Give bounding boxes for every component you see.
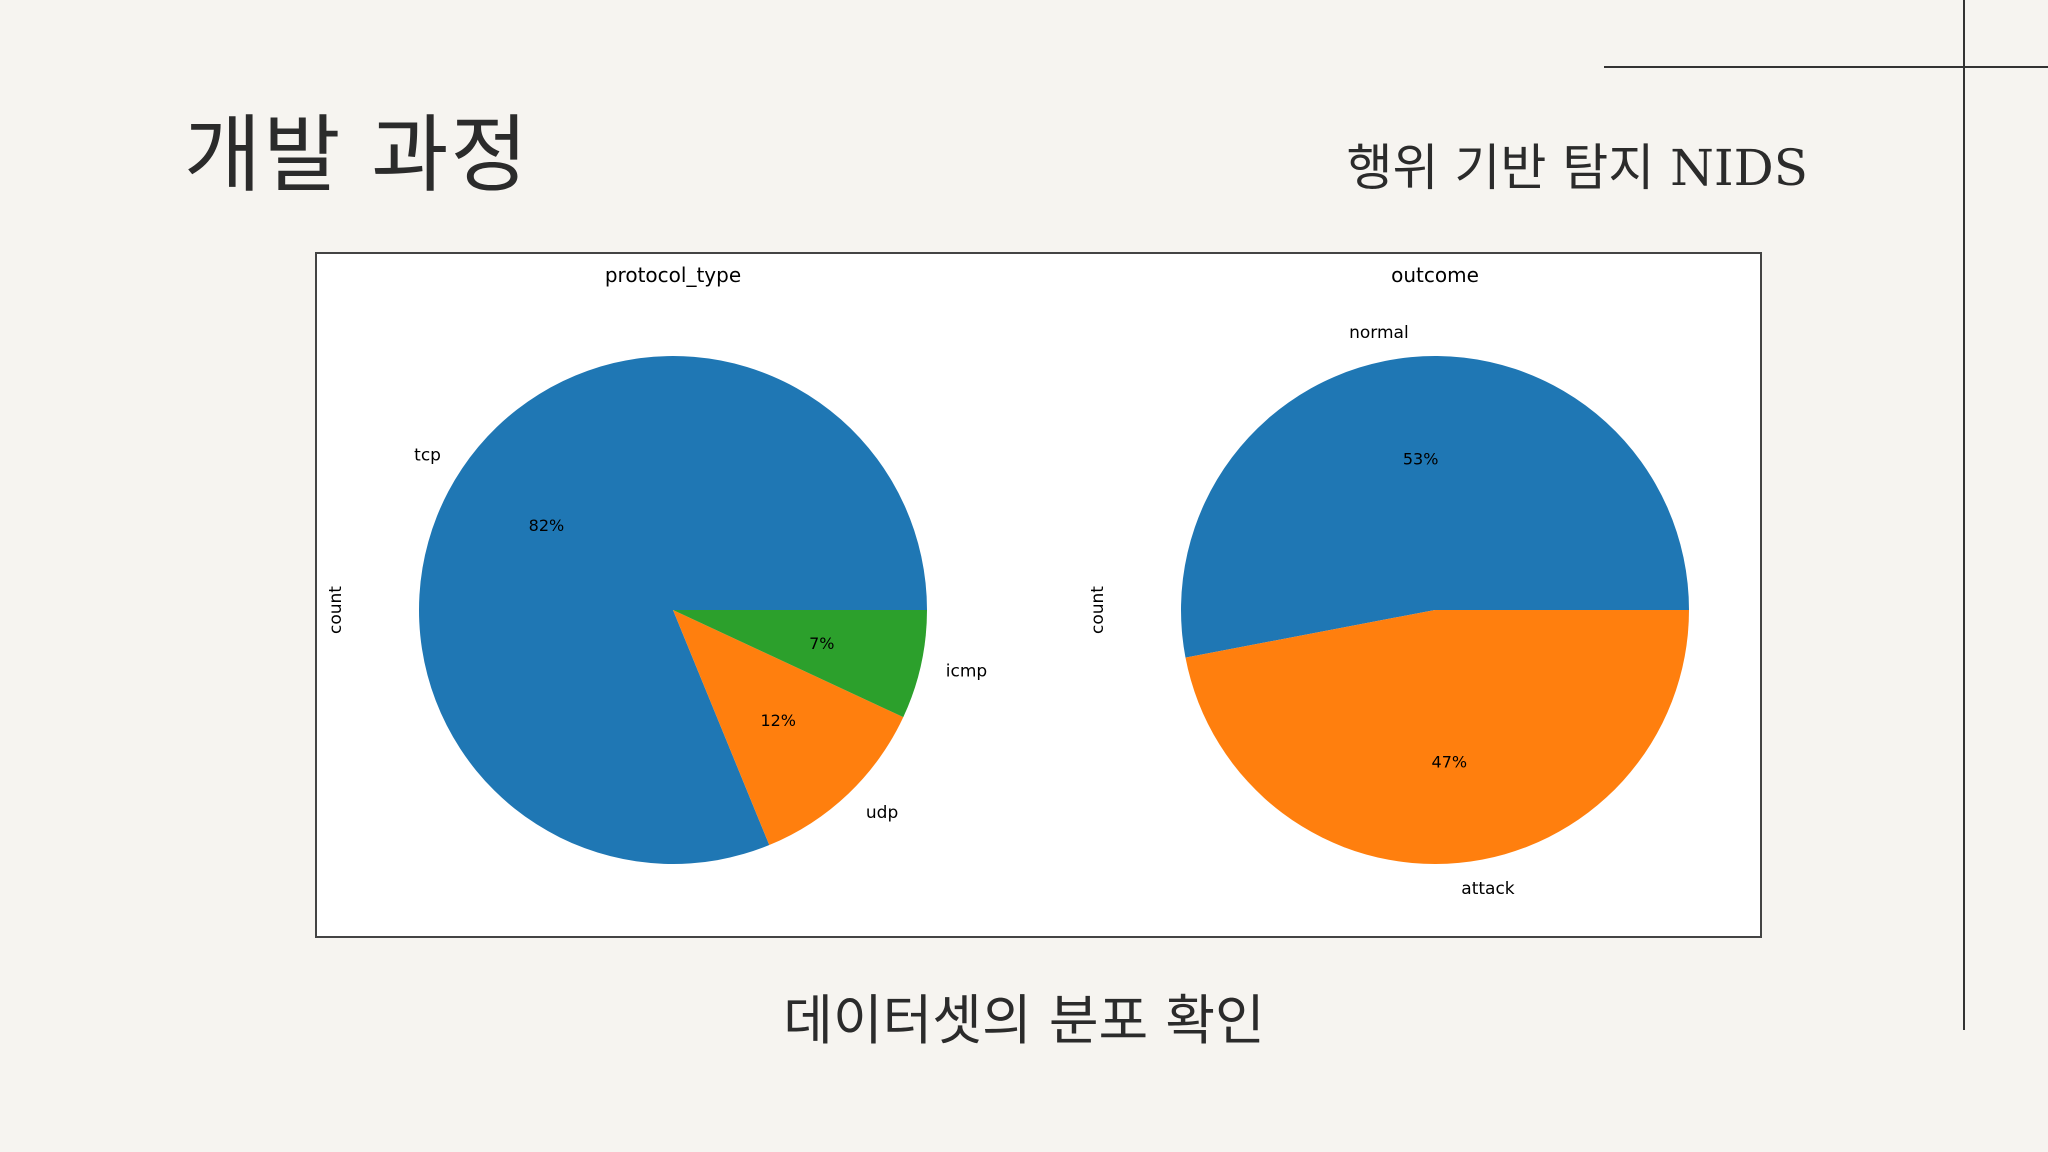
pie-slice-tcp [419,356,927,865]
chart-figure: tcp 82% udp 12% icmp 7% protocol_type count norm… [315,252,1762,938]
slice-label-normal: normal [1349,323,1409,343]
slice-label-tcp: tcp [414,445,441,465]
slice-percent-attack: 47% [1432,753,1468,772]
pie-slice-icmp [673,610,927,718]
chart-ylabel-1: count [1088,586,1108,634]
chart-ylabel-0: count [326,586,346,634]
pie-slice-attack [1185,610,1689,864]
slice-label-icmp: icmp [946,661,987,681]
slice-percent-normal: 53% [1403,449,1439,468]
slide-caption: 데이터셋의 분포 확인 [783,989,1265,1052]
slice-percent-udp: 12% [760,711,796,730]
chart-title-1: outcome [1391,263,1479,287]
pie-charts-svg: tcp82%udp12%icmp7%protocol_typecountnorm… [326,263,1689,899]
slice-label-attack: attack [1461,879,1515,899]
pie-slice-udp [673,610,904,846]
decorative-vertical-line [1963,0,1965,1030]
slide-title: 개발 과정 [184,106,530,204]
chart-title-0: protocol_type [605,263,741,287]
slice-percent-tcp: 82% [529,516,565,535]
slice-label-udp: udp [866,803,898,823]
slice-percent-icmp: 7% [809,634,834,653]
decorative-horizontal-line [1604,66,2048,68]
pie-chart-1: normal 53% attack 47% outcome count [1088,263,1689,899]
pie-slice-normal [1181,355,1689,658]
slide-subtitle: 행위 기반 탐지 NIDS [1346,139,1808,197]
